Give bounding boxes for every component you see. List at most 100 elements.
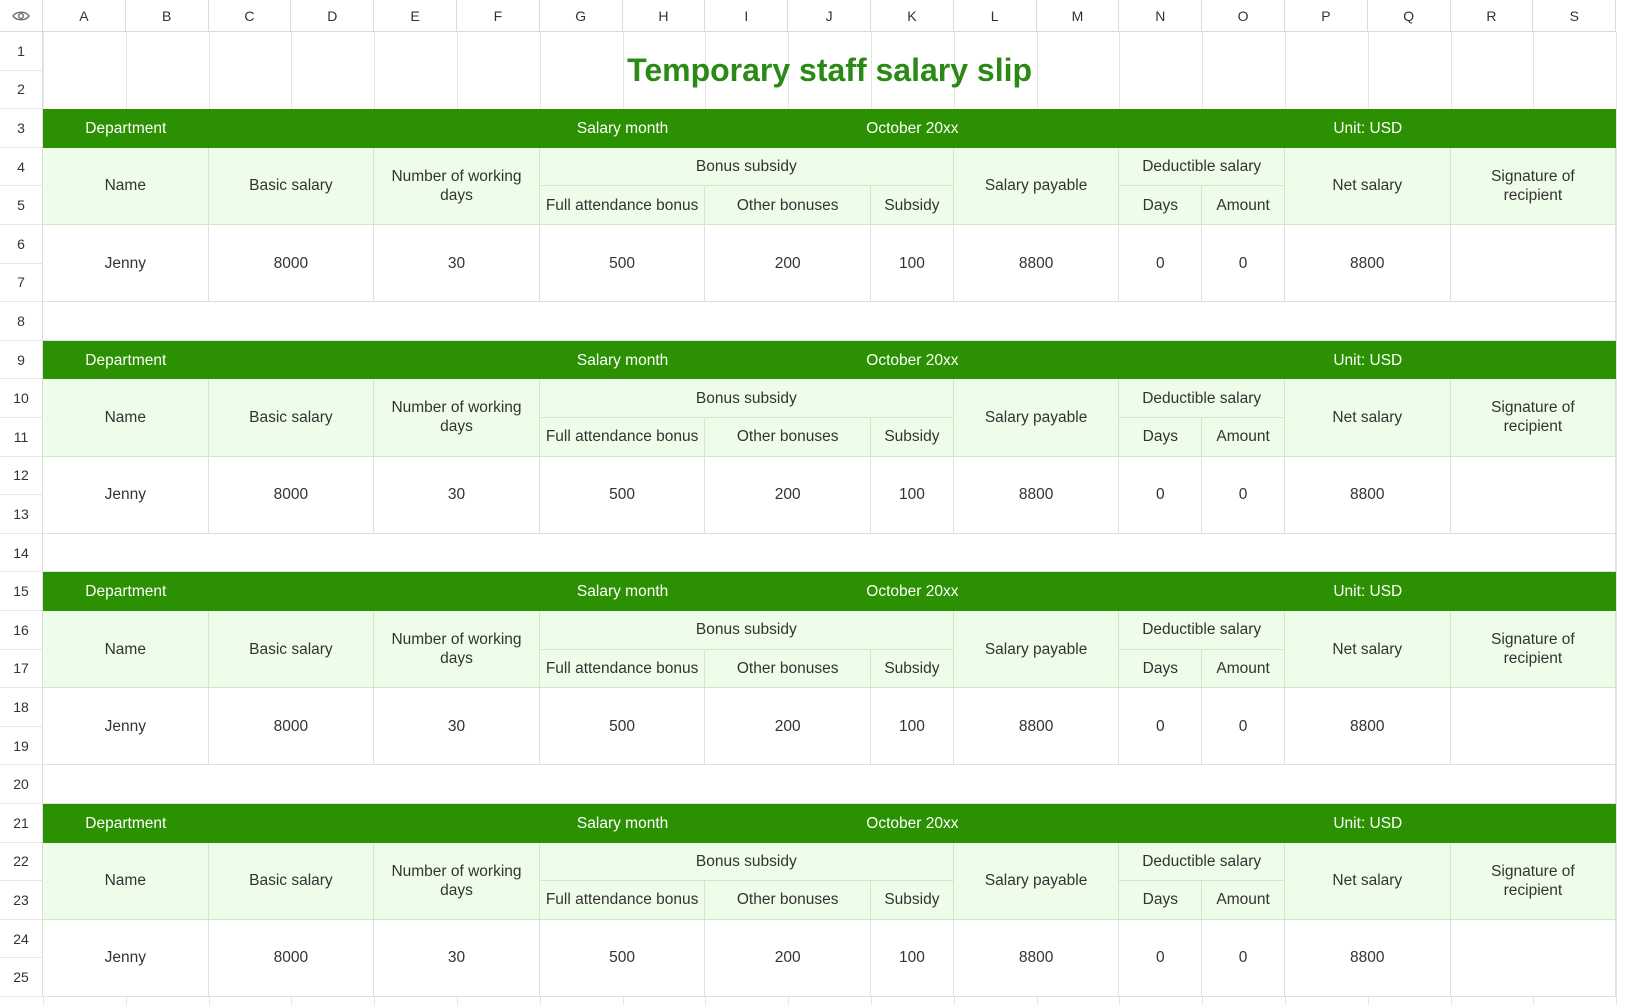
row-header-21[interactable]: 21 — [0, 804, 43, 843]
basic-salary-header[interactable]: Basic salary — [208, 379, 375, 457]
other-bonuses-cell[interactable]: 200 — [705, 456, 871, 534]
column-header-l[interactable]: L — [953, 0, 1037, 32]
row-header-23[interactable]: 23 — [0, 881, 43, 920]
net-salary-cell[interactable]: 8800 — [1285, 919, 1451, 997]
row-header-9[interactable]: 9 — [0, 340, 43, 380]
row-header-6[interactable]: 6 — [0, 225, 43, 264]
basic-salary-header[interactable]: Basic salary — [208, 147, 375, 225]
full-attendance-bonus-header[interactable]: Full attendance bonus — [539, 649, 706, 689]
column-header-c[interactable]: C — [208, 0, 292, 32]
deduct-days-cell[interactable]: 0 — [1119, 456, 1203, 534]
working-days-cell[interactable]: 30 — [374, 225, 540, 303]
column-header-k[interactable]: K — [871, 0, 954, 32]
signature-cell[interactable] — [1450, 456, 1617, 534]
full-attendance-bonus-header[interactable]: Full attendance bonus — [539, 186, 706, 225]
row-header-11[interactable]: 11 — [0, 418, 43, 457]
other-bonuses-cell[interactable]: 200 — [705, 919, 871, 997]
row-header-20[interactable]: 20 — [0, 765, 43, 804]
blank-spacer-row[interactable] — [43, 765, 1617, 804]
net-salary-header[interactable]: Net salary — [1285, 147, 1451, 225]
column-header-r[interactable]: R — [1450, 0, 1534, 32]
row-header-12[interactable]: 12 — [0, 456, 43, 496]
row-header-2[interactable]: 2 — [0, 70, 43, 110]
select-all-corner[interactable] — [0, 0, 43, 32]
column-header-i[interactable]: I — [705, 0, 789, 32]
full-attendance-bonus-cell[interactable]: 500 — [539, 919, 706, 997]
other-bonuses-cell[interactable]: 200 — [705, 688, 871, 766]
other-bonuses-cell[interactable]: 200 — [705, 225, 871, 303]
employee-name-cell[interactable]: Jenny — [43, 688, 209, 766]
subsidy-cell[interactable]: 100 — [871, 225, 954, 303]
row-header-4[interactable]: 4 — [0, 147, 43, 187]
other-bonuses-header[interactable]: Other bonuses — [705, 186, 871, 225]
subsidy-header[interactable]: Subsidy — [871, 186, 954, 225]
subsidy-cell[interactable]: 100 — [871, 456, 954, 534]
subsidy-header[interactable]: Subsidy — [871, 418, 954, 457]
other-bonuses-header[interactable]: Other bonuses — [705, 418, 871, 457]
deduct-amount-header[interactable]: Amount — [1202, 418, 1285, 457]
unit-label[interactable]: Unit: USD — [1119, 109, 1617, 148]
deduct-amount-cell[interactable]: 0 — [1202, 225, 1285, 303]
department-label[interactable]: Department — [43, 109, 209, 148]
signature-header[interactable]: Signature of recipient — [1450, 842, 1617, 920]
salary-payable-cell[interactable]: 8800 — [953, 225, 1120, 303]
bonus-subsidy-header[interactable]: Bonus subsidy — [539, 379, 954, 418]
row-header-3[interactable]: 3 — [0, 109, 43, 148]
deductible-salary-header[interactable]: Deductible salary — [1119, 842, 1285, 882]
name-header[interactable]: Name — [43, 611, 209, 689]
full-attendance-bonus-cell[interactable]: 500 — [539, 225, 706, 303]
net-salary-header[interactable]: Net salary — [1285, 842, 1451, 920]
row-header-7[interactable]: 7 — [0, 263, 43, 303]
row-header-10[interactable]: 10 — [0, 379, 43, 418]
salary-payable-cell[interactable]: 8800 — [953, 688, 1120, 766]
name-header[interactable]: Name — [43, 147, 209, 225]
salary-payable-header[interactable]: Salary payable — [953, 379, 1120, 457]
other-bonuses-header[interactable]: Other bonuses — [705, 649, 871, 689]
net-salary-cell[interactable]: 8800 — [1285, 456, 1451, 534]
deduct-days-header[interactable]: Days — [1119, 881, 1203, 920]
column-header-j[interactable]: J — [788, 0, 871, 32]
salary-month-label[interactable]: Salary month — [539, 804, 706, 843]
deductible-salary-header[interactable]: Deductible salary — [1119, 379, 1285, 418]
salary-month-label[interactable]: Salary month — [539, 340, 706, 380]
working-days-cell[interactable]: 30 — [374, 456, 540, 534]
salary-payable-header[interactable]: Salary payable — [953, 147, 1120, 225]
row-header-22[interactable]: 22 — [0, 842, 43, 882]
deduct-days-cell[interactable]: 0 — [1119, 919, 1203, 997]
signature-cell[interactable] — [1450, 688, 1617, 766]
column-header-d[interactable]: D — [291, 0, 375, 32]
signature-header[interactable]: Signature of recipient — [1450, 379, 1617, 457]
net-salary-header[interactable]: Net salary — [1285, 611, 1451, 689]
department-label[interactable]: Department — [43, 340, 209, 380]
signature-header[interactable]: Signature of recipient — [1450, 611, 1617, 689]
salary-month-value[interactable]: October 20xx — [705, 109, 1120, 148]
column-header-b[interactable]: B — [125, 0, 209, 32]
row-header-25[interactable]: 25 — [0, 958, 43, 997]
salary-month-value[interactable]: October 20xx — [705, 572, 1120, 611]
deduct-amount-cell[interactable]: 0 — [1202, 456, 1285, 534]
column-header-h[interactable]: H — [622, 0, 706, 32]
net-salary-header[interactable]: Net salary — [1285, 379, 1451, 457]
deduct-amount-cell[interactable]: 0 — [1202, 688, 1285, 766]
row-header-15[interactable]: 15 — [0, 572, 43, 611]
row-header-18[interactable]: 18 — [0, 688, 43, 727]
deduct-days-cell[interactable]: 0 — [1119, 225, 1203, 303]
name-header[interactable]: Name — [43, 842, 209, 920]
deduct-days-header[interactable]: Days — [1119, 649, 1203, 689]
basic-salary-cell[interactable]: 8000 — [208, 688, 375, 766]
salary-payable-header[interactable]: Salary payable — [953, 611, 1120, 689]
department-value-cell[interactable] — [208, 572, 540, 611]
subsidy-header[interactable]: Subsidy — [871, 649, 954, 689]
basic-salary-header[interactable]: Basic salary — [208, 842, 375, 920]
basic-salary-cell[interactable]: 8000 — [208, 225, 375, 303]
salary-payable-cell[interactable]: 8800 — [953, 919, 1120, 997]
column-header-q[interactable]: Q — [1367, 0, 1451, 32]
column-header-a[interactable]: A — [43, 0, 126, 32]
row-header-19[interactable]: 19 — [0, 726, 43, 766]
salary-payable-cell[interactable]: 8800 — [953, 456, 1120, 534]
full-attendance-bonus-header[interactable]: Full attendance bonus — [539, 881, 706, 920]
deduct-amount-cell[interactable]: 0 — [1202, 919, 1285, 997]
subsidy-cell[interactable]: 100 — [871, 688, 954, 766]
deduct-days-header[interactable]: Days — [1119, 418, 1203, 457]
salary-month-label[interactable]: Salary month — [539, 109, 706, 148]
